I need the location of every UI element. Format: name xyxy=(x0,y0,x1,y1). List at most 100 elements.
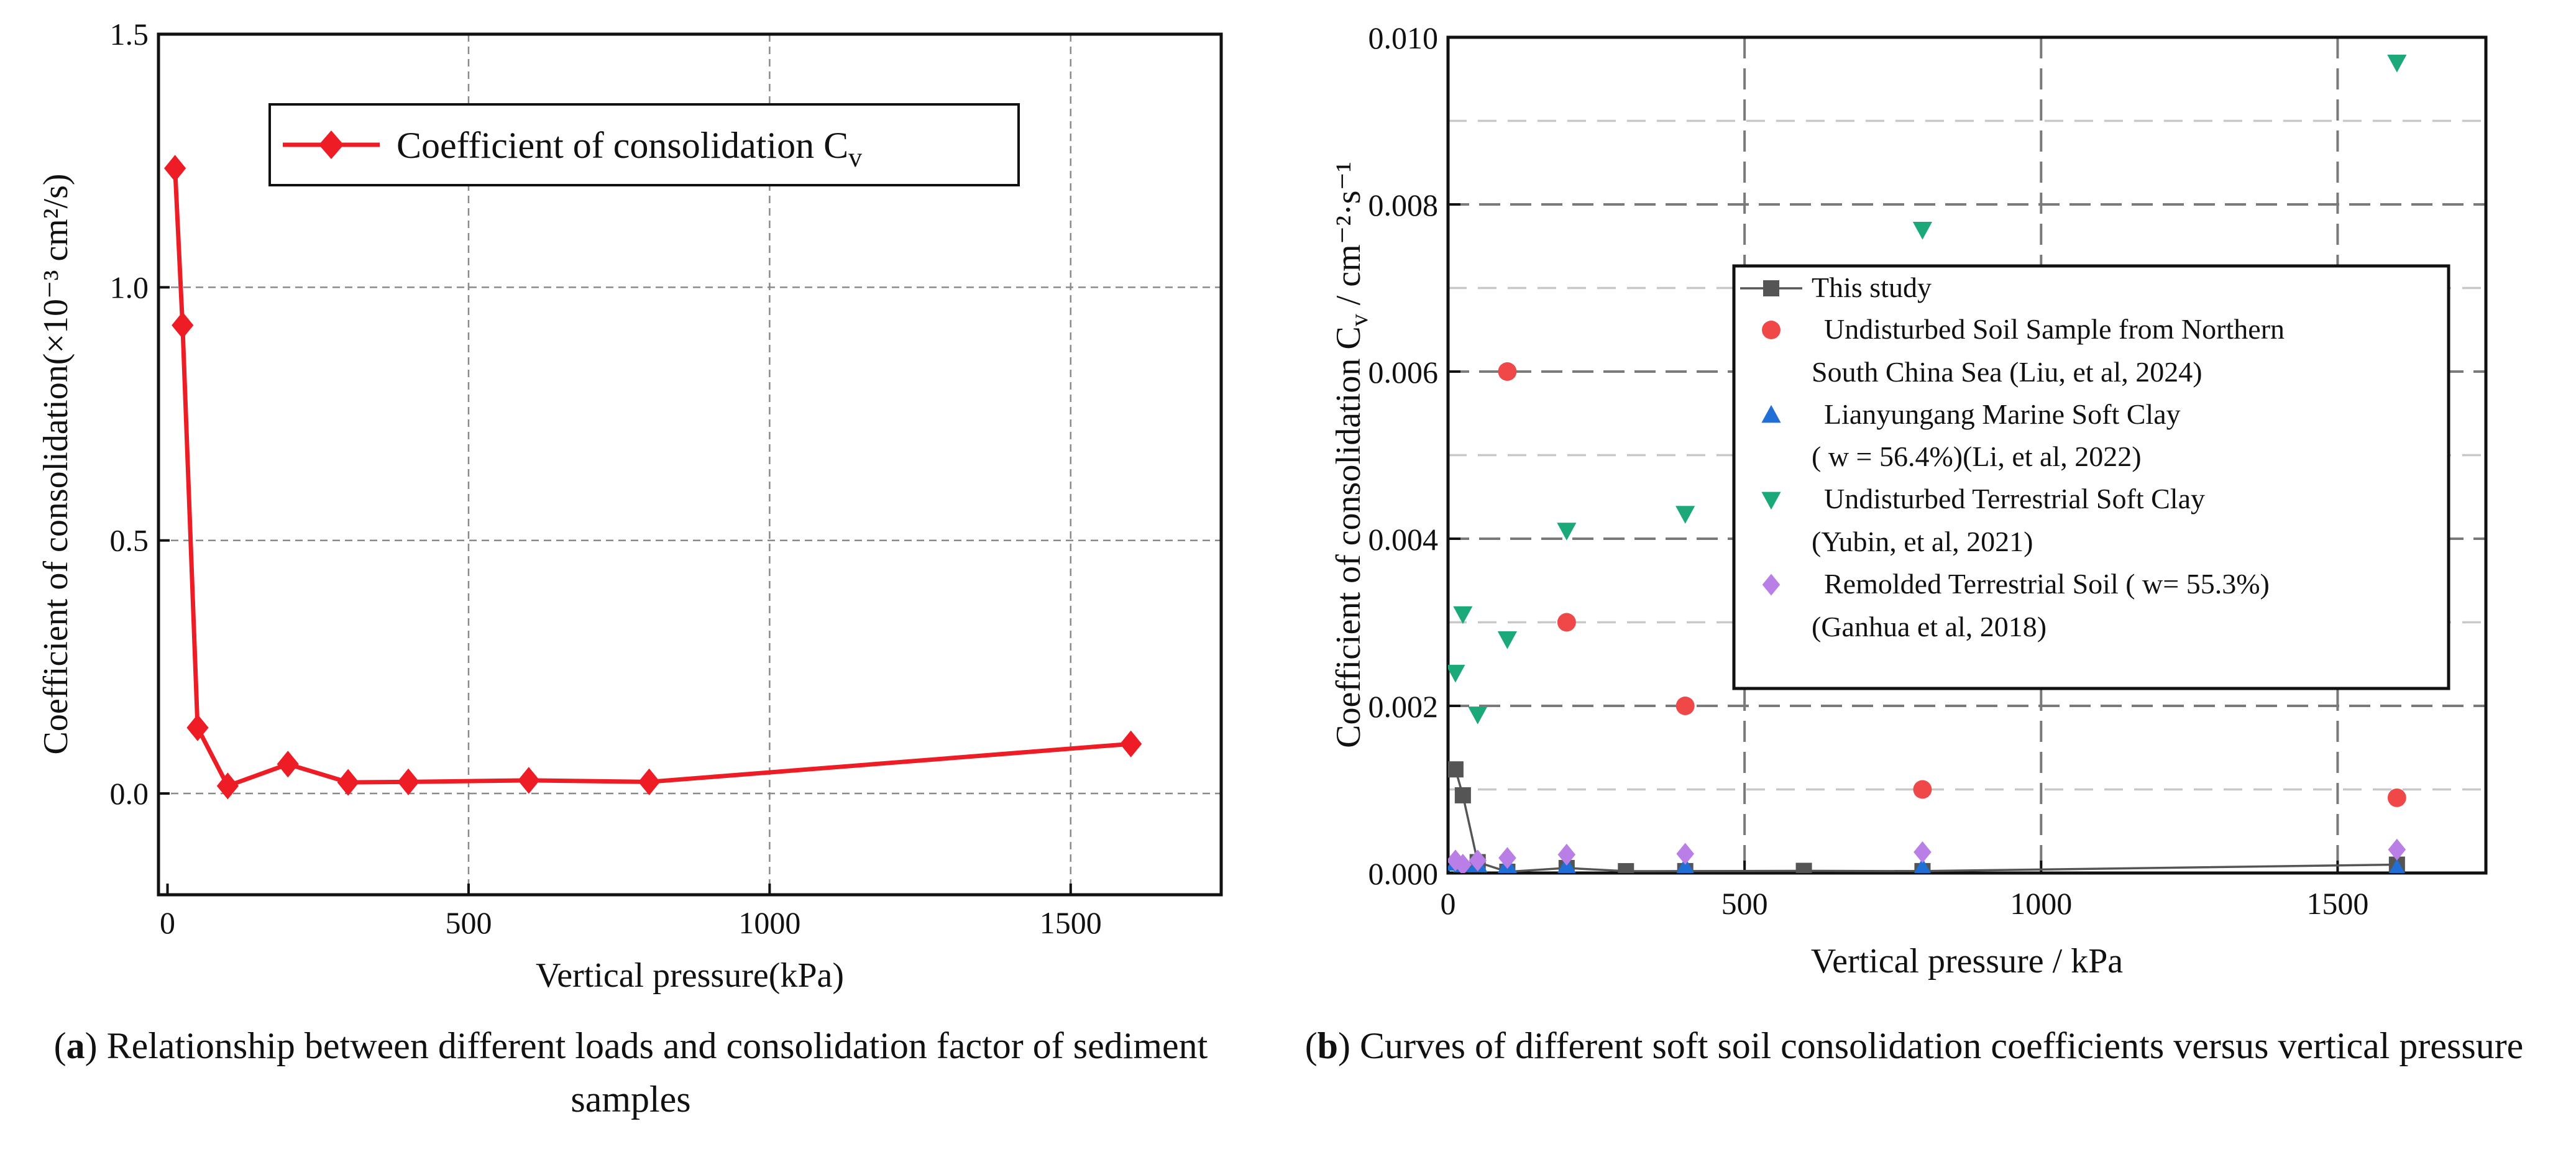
panel-a-data-point xyxy=(186,714,209,741)
panel-b-data-point xyxy=(1448,761,1464,778)
panel-b-y-tick-label: 0.006 xyxy=(1368,355,1439,390)
panel-b-data-point xyxy=(1913,780,1932,799)
panel-b-legend-item-1: This study xyxy=(1740,272,1932,303)
panel-b-x-tick-label: 1500 xyxy=(2306,886,2368,921)
panel-b-legend-label: Lianyungang Marine Soft Clay xyxy=(1824,398,2181,430)
panel-a-series xyxy=(164,155,1142,800)
panel-b-legend-label-line2: (Ganhua et al, 2018) xyxy=(1812,611,2047,642)
panel-b-y-axis-label-main: Coefficient of consolidation C xyxy=(1329,326,1368,748)
panel-b-legend-label-line2: South China Sea (Liu, et al, 2024) xyxy=(1812,356,2202,388)
panel-b-legend-label: Undisturbed Soil Sample from Northern xyxy=(1824,313,2285,345)
panel-b-data-point xyxy=(1557,523,1577,541)
panel-a-data-point xyxy=(337,769,359,796)
panel-a-caption-letter: a xyxy=(66,1025,85,1066)
panel-a-data-point xyxy=(216,772,239,800)
panel-b-y-tick-label: 0.000 xyxy=(1368,856,1439,891)
panel-b-legend-item-5: Remolded Terrestrial Soil ( w= 55.3%) (Ga… xyxy=(1762,568,2270,642)
panel-b-data-point xyxy=(1557,613,1576,632)
panel-b-legend: This study Undisturbed Soil Sample from N… xyxy=(1732,264,2450,690)
panel-a-x-axis-label: Vertical pressure(kPa) xyxy=(536,956,844,995)
panel-a-ticks: 0 500 1000 1500 0.0 0.5 1.0 1.5 xyxy=(110,17,1102,940)
panel-b-legend-item-3: Lianyungang Marine Soft Clay ( w = 56.4%)… xyxy=(1761,398,2181,472)
panel-b-data-point xyxy=(1914,857,1931,873)
panel-b-data-point xyxy=(1498,362,1517,381)
panel-b-x-tick-label: 1000 xyxy=(2010,886,2072,921)
panel-b-legend-box xyxy=(1732,264,2450,690)
panel-b-legend-marker xyxy=(1762,574,1781,596)
panel-a-plot-frame xyxy=(157,32,1223,897)
panel-b-y-axis-label-subscript: v xyxy=(1345,314,1373,326)
panel-b-legend-label: This study xyxy=(1812,272,1932,303)
panel-b-data-point xyxy=(1448,849,1465,872)
panel-a-y-tick-label: 1.5 xyxy=(110,17,149,52)
panel-b-y-tick-label: 0.008 xyxy=(1368,188,1439,222)
panel-b-x-axis-label: Vertical pressure / kPa xyxy=(1811,942,2123,981)
panel-b-data-point xyxy=(1675,697,1695,715)
panel-b-legend-label: Undisturbed Terrestrial Soft Clay xyxy=(1824,483,2205,514)
panel-a-series-line xyxy=(173,168,1131,789)
panel-b-data-point xyxy=(1618,863,1634,873)
panel-b-ticks: 0 500 1000 1500 0.000 0.002 0.004 0.006 0.008 0.0… xyxy=(1368,21,2369,921)
panel-b-data-point xyxy=(2387,789,2406,807)
panel-a-legend-label: Coefficient of consolidation C xyxy=(396,125,848,166)
panel-a-data-point xyxy=(638,768,661,795)
panel-b-series-line xyxy=(1454,769,2397,873)
panel-b-data-point xyxy=(2388,838,2406,861)
panel-b-caption-letter: b xyxy=(1317,1025,1339,1066)
panel-a-legend-text: Coefficient of consolidation Cv xyxy=(396,125,862,173)
panel-a-y-tick-label: 1.0 xyxy=(110,270,149,304)
panel-a-chart: 0 500 1000 1500 0.0 0.5 1.0 1.5 Coefficient of … xyxy=(37,17,1223,995)
panel-a-y-tick-label: 0.5 xyxy=(110,523,149,558)
panel-a-data-point xyxy=(277,751,299,778)
panel-b-data-point xyxy=(1497,631,1518,649)
panel-b-legend-item-4: Undisturbed Terrestrial Soft Clay (Yubin,… xyxy=(1761,483,2205,557)
panel-a-x-tick-label: 0 xyxy=(160,905,175,940)
panel-a-caption-text: Relationship between different loads and… xyxy=(106,1025,1208,1120)
panel-b-y-axis-label: Coefficient of consolidation Cv / cm⁻²·s… xyxy=(1329,162,1373,748)
panel-b-data-point xyxy=(2387,55,2407,73)
panel-b-series xyxy=(1448,55,2407,873)
panel-b-y-axis-label-unit: / cm⁻²·s⁻¹ xyxy=(1329,162,1368,314)
panel-a-caption: (a) Relationship between different loads… xyxy=(53,1025,1208,1120)
panel-a-x-tick-label: 1000 xyxy=(738,905,800,940)
panel-b-data-point xyxy=(2389,859,2405,873)
panel-a-x-tick-label: 500 xyxy=(445,905,492,940)
panel-b-series-5 xyxy=(1448,838,2406,873)
panel-a-data-point xyxy=(397,768,419,795)
panel-b-chart: 0 500 1000 1500 0.000 0.002 0.004 0.006 0.008 0.0… xyxy=(1329,21,2488,981)
panel-b-data-point xyxy=(1498,847,1516,869)
panel-a-x-tick-label: 1500 xyxy=(1040,905,1102,940)
panel-a-data-point xyxy=(1120,730,1142,757)
panel-b-caption: (b) Curves of different soft soil consol… xyxy=(1304,1025,2524,1066)
panel-b-legend-marker xyxy=(1761,491,1781,510)
panel-b-data-point xyxy=(1676,843,1695,865)
panel-b-legend-marker xyxy=(1762,321,1781,339)
panel-b-legend-items: This study Undisturbed Soil Sample from N… xyxy=(1740,272,2285,642)
panel-b-data-point xyxy=(1912,222,1933,240)
panel-b-data-point xyxy=(1469,849,1487,872)
panel-a-data-point xyxy=(518,767,540,794)
panel-b-data-point xyxy=(1453,606,1473,624)
panel-b-data-point xyxy=(1454,854,1472,873)
panel-a-legend-box xyxy=(268,103,1020,186)
panel-b-data-point xyxy=(1454,787,1471,803)
panel-b-data-point xyxy=(1676,857,1694,873)
panel-b-legend-label-line2: (Yubin, et al, 2021) xyxy=(1812,526,2033,557)
panel-b-y-tick-label: 0.004 xyxy=(1368,522,1439,557)
panel-a-legend-marker xyxy=(319,130,344,159)
panel-b-data-point xyxy=(1557,843,1576,866)
panel-b-data-point xyxy=(1448,664,1465,683)
panel-b-legend-marker xyxy=(1763,280,1779,296)
panel-b-legend-label: Remolded Terrestrial Soil ( w= 55.3%) xyxy=(1824,568,2270,600)
panel-b-plot-frame xyxy=(1446,35,2488,875)
panel-b-y-tick-label: 0.010 xyxy=(1368,21,1439,55)
panel-a-legend-label-subscript: v xyxy=(848,142,862,173)
panel-b-data-point xyxy=(1468,706,1488,725)
panel-b-legend-marker xyxy=(1761,405,1781,423)
panel-a-data-point xyxy=(172,311,194,339)
panel-b-data-point xyxy=(1914,841,1932,863)
panel-b-series-4 xyxy=(1448,55,2407,725)
panel-b-series-1 xyxy=(1448,761,2405,873)
panel-b-legend-label-line2: ( w = 56.4%)(Li, et al, 2022) xyxy=(1812,441,2142,472)
